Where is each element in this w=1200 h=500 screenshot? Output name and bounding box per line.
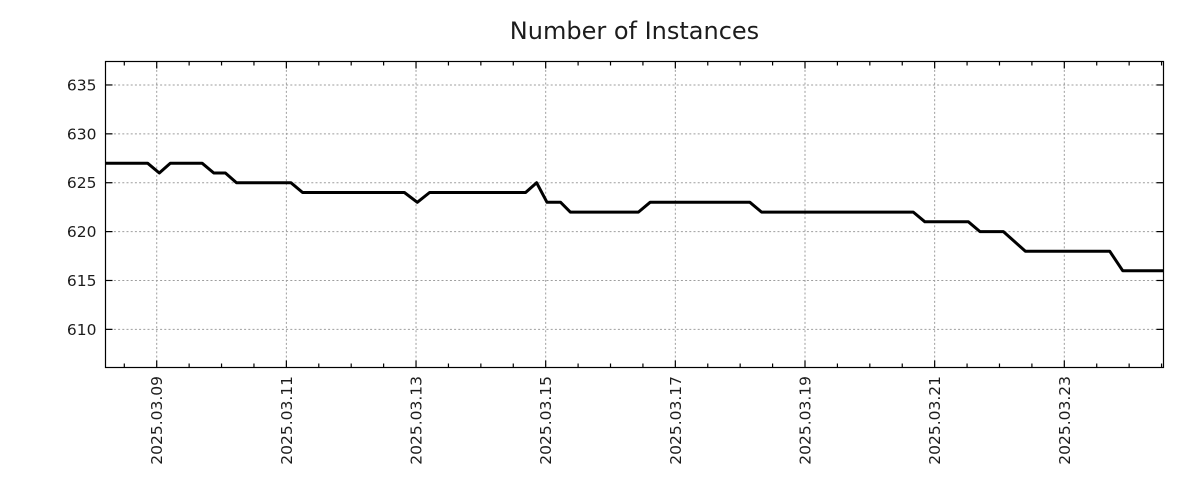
- plot-border: [104, 60, 1165, 369]
- x-tick-label: 2025.03.17: [667, 376, 685, 465]
- chart-title: Number of Instances: [510, 17, 759, 45]
- y-tick-label: 610: [67, 321, 97, 339]
- x-tick-label: 2025.03.19: [796, 376, 814, 465]
- x-tick-label: 2025.03.13: [408, 376, 426, 465]
- y-tick-label: 630: [67, 125, 97, 143]
- y-tick-label: 625: [67, 174, 97, 192]
- y-tick-label: 615: [67, 272, 97, 290]
- x-tick-label: 2025.03.11: [278, 376, 296, 465]
- x-tick-label: 2025.03.23: [1056, 376, 1074, 465]
- data-line-instances: [105, 161, 1164, 273]
- y-tick-labels: 610 615 620 625 630 635: [67, 76, 97, 338]
- y-tick-label: 620: [67, 223, 97, 241]
- x-tick-labels: 2025.03.09 2025.03.11 2025.03.13 2025.03.15…: [148, 376, 1074, 465]
- gridlines: [105, 61, 1164, 368]
- tick-marks: [105, 61, 1164, 368]
- x-tick-label: 2025.03.15: [537, 376, 555, 465]
- series-group: [105, 161, 1164, 273]
- y-tick-label: 635: [67, 76, 97, 94]
- x-tick-label: 2025.03.21: [926, 376, 944, 465]
- x-tick-label: 2025.03.09: [148, 376, 166, 465]
